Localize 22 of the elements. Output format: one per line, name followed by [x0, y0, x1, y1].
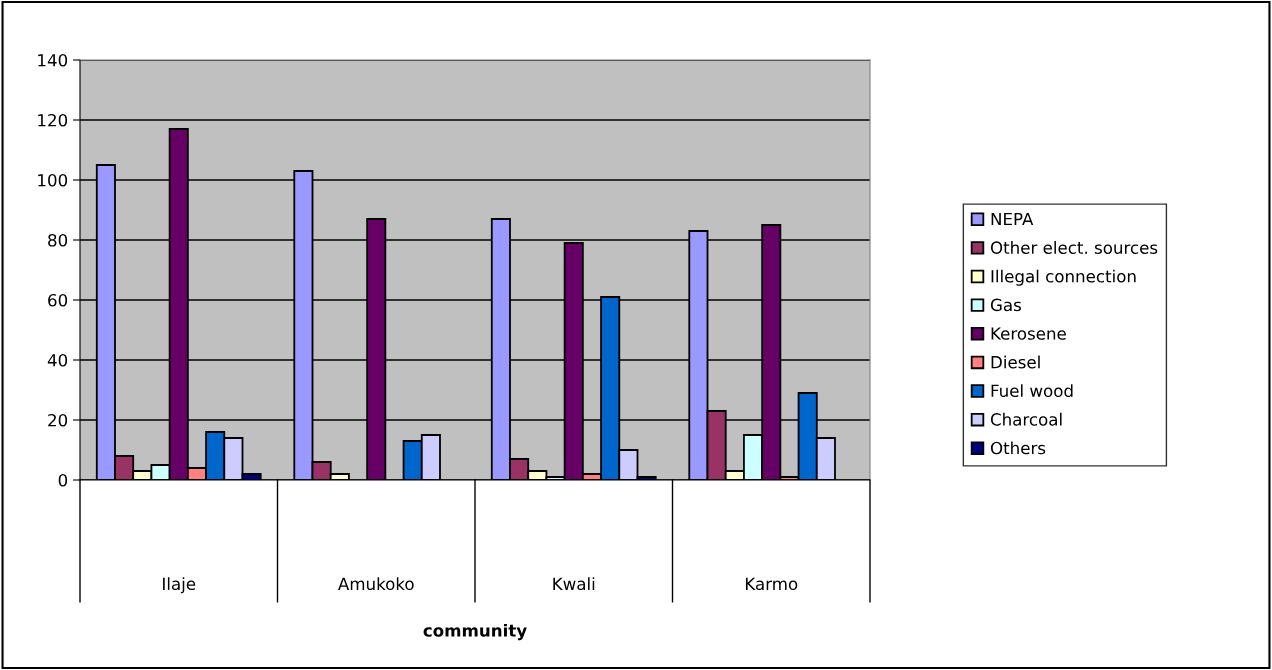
legend-label: Gas — [990, 298, 1021, 312]
y-tick-label: 120 — [38, 113, 68, 127]
y-tick-label: 60 — [48, 293, 68, 307]
y-tick-label: 80 — [48, 233, 68, 247]
legend-label: Other elect. sources — [990, 241, 1158, 254]
y-tick-label: 40 — [47, 353, 68, 367]
legend-label: NEPA — [991, 212, 1034, 226]
x-tick-label: Kwali — [553, 577, 595, 591]
y-tick-label: 140 — [38, 53, 68, 67]
x-tick-label: Amukoko — [338, 577, 414, 591]
x-axis-title: community — [423, 623, 527, 641]
legend-label: Illegal connection — [991, 269, 1136, 286]
legend-label: Diesel — [991, 355, 1040, 369]
legend-label: Others — [990, 441, 1046, 455]
y-tick-label: 20 — [48, 413, 68, 427]
legend-label: Charcoal — [990, 412, 1062, 426]
legend-label: Kerosene — [991, 327, 1066, 340]
x-tick-label: Karmo — [745, 577, 798, 591]
y-tick-label: 0 — [58, 473, 68, 487]
legend-label: Fuel wood — [991, 384, 1073, 398]
x-tick-label: Ilaje — [163, 577, 196, 594]
y-tick-label: 100 — [38, 173, 68, 187]
